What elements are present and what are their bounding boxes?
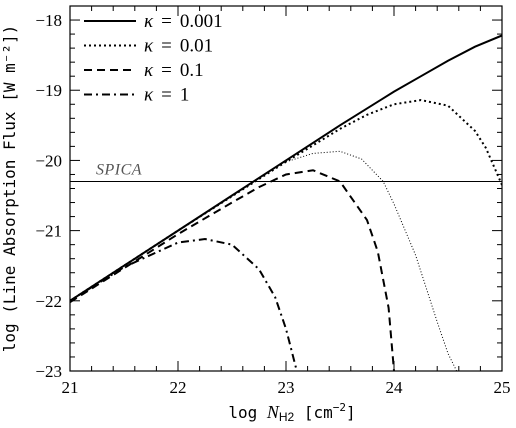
y-tick-label: −20 bbox=[35, 151, 62, 170]
legend-symbol: κ bbox=[144, 60, 154, 81]
legend-label-1: κ = 0.01 bbox=[144, 36, 213, 57]
x-tick-label: 25 bbox=[494, 378, 511, 397]
x-axis-label-sub: H2 bbox=[279, 410, 295, 424]
ticks-layer: 21 22 23 24 25 −23 −22 −21 −20 −19 −18 bbox=[35, 5, 511, 397]
legend-equals: = bbox=[161, 60, 172, 81]
series-line-1 bbox=[70, 99, 502, 302]
y-tick-label: −21 bbox=[35, 222, 62, 241]
y-axis-label: log (Line Absorption Flux [W m⁻²]) bbox=[0, 25, 19, 353]
legend-label-3: κ = 1 bbox=[144, 85, 189, 106]
spica-label: SPICA bbox=[96, 161, 142, 178]
x-tick-label: 22 bbox=[170, 378, 187, 397]
series-line-3 bbox=[70, 238, 298, 371]
legend-equals: = bbox=[161, 85, 172, 106]
y-tick-label: −18 bbox=[35, 11, 62, 30]
x-tick-label: 21 bbox=[62, 378, 79, 397]
x-axis-label: log NH2 [cm−2] bbox=[228, 401, 355, 424]
series-line-0 bbox=[70, 34, 502, 302]
y-tick-label: −22 bbox=[35, 292, 62, 311]
x-tick-label: 24 bbox=[386, 378, 404, 397]
plot-frame bbox=[69, 5, 503, 372]
x-axis-label-suffix: [cm bbox=[294, 403, 333, 422]
y-tick-label: −23 bbox=[35, 362, 62, 381]
x-axis-label-end: ] bbox=[346, 403, 356, 422]
series-line-2 bbox=[70, 169, 395, 371]
legend-value: 0.01 bbox=[180, 36, 213, 57]
axes-layer bbox=[69, 5, 503, 372]
legend-equals: = bbox=[161, 11, 172, 32]
y-tick-label: −19 bbox=[35, 81, 62, 100]
series-line-4 bbox=[285, 150, 458, 371]
legend-symbol: κ bbox=[144, 36, 154, 57]
legend: κ = 0.001 κ = 0.01 κ = 0.1 κ = 1 bbox=[84, 11, 223, 106]
x-axis-label-var: N bbox=[266, 402, 280, 422]
legend-value: 0.001 bbox=[180, 11, 223, 32]
legend-value: 1 bbox=[180, 85, 190, 106]
x-tick-label: 23 bbox=[278, 378, 295, 397]
labels-layer: SPICA log NH2 [cm−2] log (Line Absorption … bbox=[0, 25, 356, 424]
x-axis-label-prefix: log bbox=[228, 403, 267, 422]
legend-label-0: κ = 0.001 bbox=[144, 11, 223, 32]
legend-symbol: κ bbox=[144, 85, 154, 106]
legend-value: 0.1 bbox=[180, 60, 204, 81]
legend-label-2: κ = 0.1 bbox=[144, 60, 204, 81]
x-axis-label-sup: −2 bbox=[333, 401, 346, 414]
series-layer bbox=[70, 34, 502, 371]
legend-equals: = bbox=[161, 36, 172, 57]
legend-symbol: κ bbox=[144, 11, 154, 32]
